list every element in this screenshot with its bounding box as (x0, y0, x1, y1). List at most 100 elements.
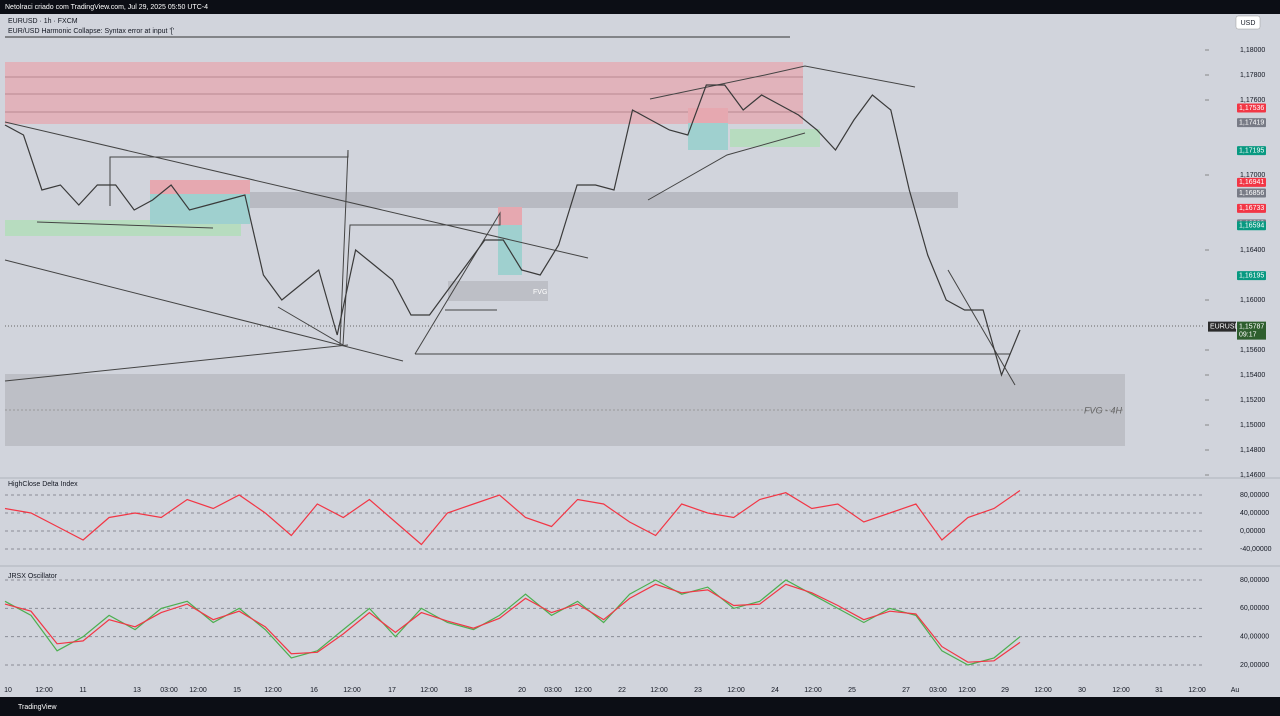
x-tick-label: 03:00 (544, 687, 562, 694)
x-tick-label: 10 (4, 687, 12, 694)
symbol-title: EURUSD · 1h · FXCM (8, 18, 78, 25)
x-tick-label: 12:00 (1112, 687, 1130, 694)
zones: FVG FVG - 4H (5, 62, 1125, 446)
y-tick-label: 1,17600 (1240, 97, 1265, 104)
currency-label: USD (1241, 20, 1256, 27)
x-tick-label: 12:00 (650, 687, 668, 694)
price-tag (1237, 103, 1266, 113)
x-tick-label: 29 (1001, 687, 1009, 694)
price-tag (1237, 221, 1266, 231)
indicator-line (4, 490, 1021, 546)
x-tick-label: 23 (694, 687, 702, 694)
x-tick-label: 18 (464, 687, 472, 694)
countdown-label: 09:17 (1239, 331, 1257, 338)
x-tick-label: 27 (902, 687, 910, 694)
y-tick-label: 1,16400 (1240, 247, 1265, 254)
y-tick-label: 20,00000 (1240, 662, 1269, 669)
footer-logo: TradingView (18, 704, 57, 711)
y-tick-label: 1,17800 (1240, 72, 1265, 79)
x-tick-label: 12:00 (1034, 687, 1052, 694)
x-tick-label: 12:00 (343, 687, 361, 694)
x-tick-label: 17 (388, 687, 396, 694)
x-tick-label: 12:00 (35, 687, 53, 694)
x-tick-label: 30 (1078, 687, 1086, 694)
trendline (4, 121, 589, 259)
y-tick-label: 1,17000 (1240, 172, 1265, 179)
oscillator-line (4, 583, 1021, 663)
pattern (649, 65, 916, 100)
price-tag (1237, 118, 1266, 128)
x-tick-label: Au (1231, 687, 1240, 694)
y-tick-label: 40,00000 (1240, 634, 1269, 641)
indicator-title: JRSX Oscillator (8, 573, 58, 580)
price-tag-label: 1,17536 (1239, 105, 1264, 112)
indicator-error: EUR/USD Harmonic Collapse: Syntax error … (8, 28, 174, 35)
top-bar (0, 0, 1280, 14)
x-tick-label: 15 (233, 687, 241, 694)
gray-zone (240, 192, 958, 208)
last-price-tag (1237, 321, 1266, 340)
y-tick-label: 1,14600 (1240, 472, 1265, 479)
x-tick-label: 03:00 (929, 687, 947, 694)
x-tick-label: 16 (310, 687, 318, 694)
x-tick-label: 31 (1155, 687, 1163, 694)
x-tick-label: 12:00 (189, 687, 207, 694)
footer-bar (0, 697, 1280, 716)
box (150, 180, 250, 194)
y-tick-label: 80,00000 (1240, 492, 1269, 499)
price-tag-label: 1,16594 (1239, 223, 1264, 230)
price-tag (1237, 271, 1266, 281)
price-tag-label: 1,16856 (1239, 190, 1264, 197)
price-tag-label: 1,16195 (1239, 272, 1264, 279)
x-tick-label: 12:00 (264, 687, 282, 694)
box (688, 108, 728, 123)
price-tag (1237, 177, 1266, 187)
fvg-zone (448, 281, 548, 301)
box (498, 207, 522, 225)
x-tick-label: 13 (133, 687, 141, 694)
caption: Netolraci criado com TradingView.com, Ju… (5, 4, 208, 11)
x-tick-label: 25 (848, 687, 856, 694)
y-tick-label: -40,00000 (1240, 546, 1272, 553)
trendline (4, 344, 349, 382)
price-line (4, 84, 1021, 377)
drawings (4, 65, 1016, 386)
x-tick-label: 12:00 (1188, 687, 1206, 694)
box (688, 123, 728, 150)
x-tick-label: 24 (771, 687, 779, 694)
x-tick-label: 11 (79, 687, 86, 694)
indicator-title: HighClose Delta Index (8, 481, 78, 488)
fvg-4h-label: FVG - 4H (1084, 405, 1123, 415)
fvg-label: FVG (533, 289, 547, 296)
trendline (4, 259, 404, 362)
symbol-tag-label: EURUSD (1210, 323, 1240, 330)
price-tag-label: 1,16733 (1239, 205, 1264, 212)
price-tag (1237, 146, 1266, 156)
x-tick-label: 12:00 (420, 687, 438, 694)
x-tick-label: 22 (618, 687, 626, 694)
oscillator-line (4, 579, 1021, 666)
price-tag (1237, 188, 1266, 198)
x-tick-label: 12:00 (958, 687, 976, 694)
x-tick-label: 12:00 (727, 687, 745, 694)
box (730, 129, 820, 147)
currency-button[interactable] (1235, 15, 1261, 30)
x-tick-label: 20 (518, 687, 526, 694)
y-tick-label: 1,15200 (1240, 397, 1265, 404)
box (150, 194, 250, 224)
trendline (947, 269, 1016, 386)
pattern (109, 149, 349, 346)
y-tick-label: 1,16000 (1240, 297, 1265, 304)
y-tick-label: 0,00000 (1240, 528, 1265, 535)
y-tick-label: 80,00000 (1240, 577, 1269, 584)
x-tick-label: 12:00 (804, 687, 822, 694)
price-tag (1237, 203, 1266, 213)
price-tag-label: 1,17419 (1239, 119, 1264, 126)
x-tick-label: 03:00 (160, 687, 178, 694)
y-tick-label: 1,18000 (1240, 47, 1265, 54)
price-tag-label: 1,16941 (1239, 179, 1264, 186)
y-tick-label: 40,00000 (1240, 510, 1269, 517)
y-tick-label: 1,15400 (1240, 372, 1265, 379)
